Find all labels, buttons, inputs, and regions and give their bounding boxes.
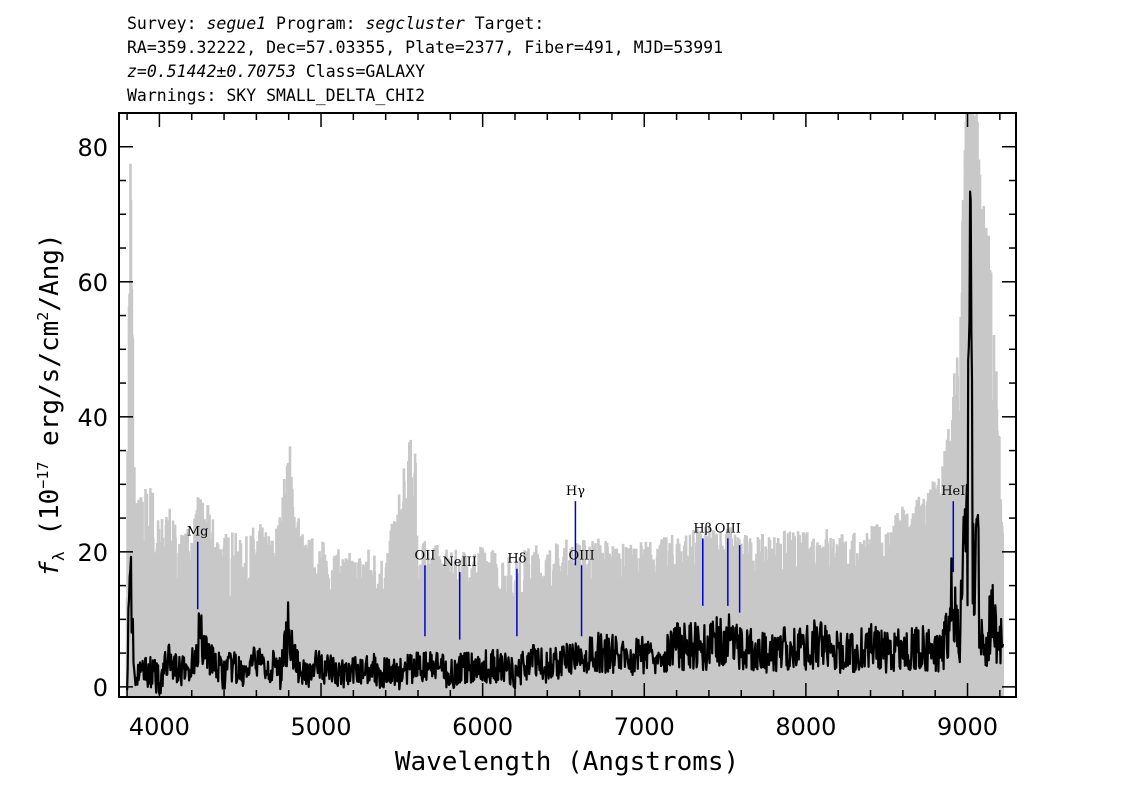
x-tick-label: 8000 [775, 713, 836, 741]
survey-value: segue1 [206, 14, 267, 33]
spectrum-header: Survey: segue1 Program: segcluster Targe… [127, 12, 723, 108]
header-line-1: Survey: segue1 Program: segcluster Targe… [127, 12, 723, 36]
plot-frame [118, 112, 1017, 698]
survey-label: Survey: [127, 14, 197, 33]
error-layer [125, 113, 1004, 697]
line-label: Hδ [507, 552, 526, 567]
y-tick-label: 60 [77, 269, 108, 297]
x-tick-label: 4000 [129, 713, 190, 741]
error-series [125, 113, 1004, 697]
line-label: HeI [941, 484, 965, 499]
redshift-value: z=0.51442±0.70753 [127, 62, 296, 81]
y-axis-title-part: 2 [34, 312, 52, 321]
x-tick-label: 7000 [614, 713, 675, 741]
y-tick-label: 80 [77, 134, 108, 162]
flux-series [126, 190, 1005, 696]
y-tick-label: 40 [77, 404, 108, 432]
line-label: Mg [187, 525, 209, 540]
line-label: NeIII [442, 555, 476, 570]
y-axis-title-part: (10 [35, 489, 65, 552]
y-tick-label: 0 [93, 674, 108, 702]
y-axis-title-part: erg/s/cm [35, 321, 65, 462]
header-warnings: Warnings: SKY SMALL_DELTA_CHI2 [127, 86, 426, 105]
y-tick-label: 20 [77, 539, 108, 567]
program-label: Program: [276, 14, 356, 33]
program-value: segcluster [365, 14, 465, 33]
y-axis-title-part: f [35, 561, 65, 577]
class-value: Class=GALAXY [305, 62, 426, 81]
flux-layer [126, 190, 1005, 696]
line-label: Hβ [693, 521, 712, 536]
x-axis-ticks: 4000 5000 6000 7000 8000 9000 [126, 113, 1001, 741]
line-label: Hγ [566, 484, 585, 499]
y-axis-title-part: −17 [34, 462, 52, 489]
header-line-3: z=0.51442±0.70753 Class=GALAXY [127, 60, 723, 84]
line-label: OIII [569, 548, 595, 563]
y-axis-ticks: 0 20 40 60 80 [77, 112, 1016, 702]
x-tick-label: 6000 [452, 713, 513, 741]
line-label: OIII [715, 521, 741, 536]
y-axis-title-part: λ [49, 551, 68, 561]
line-label: OII [414, 548, 435, 563]
y-axis-title: fλ (10−17 erg/s/cm2/Ang) [34, 233, 68, 576]
x-tick-label: 5000 [290, 713, 351, 741]
y-axis-title-part: /Ang) [35, 233, 65, 311]
target-label: Target: [474, 14, 545, 33]
x-tick-label: 9000 [937, 713, 998, 741]
header-coords: RA=359.32222, Dec=57.03355, Plate=2377, … [127, 38, 724, 57]
x-axis-title: Wavelength (Angstroms) [395, 747, 739, 777]
